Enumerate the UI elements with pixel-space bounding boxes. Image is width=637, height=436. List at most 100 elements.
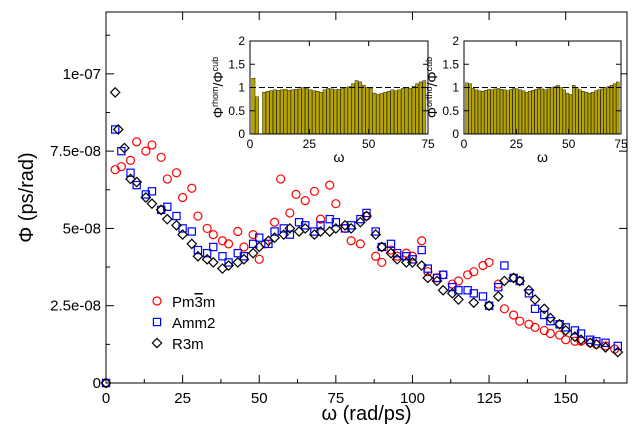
data-point	[285, 230, 295, 239]
data-point	[498, 275, 510, 287]
ratio-bar	[354, 80, 359, 135]
series-square	[101, 125, 623, 388]
data-point	[494, 282, 503, 292]
ratio-bar	[312, 90, 316, 135]
inset-x-tick-label: 0	[461, 137, 468, 151]
ratio-bar	[616, 81, 620, 135]
data-point	[316, 221, 325, 230]
y-tick-label: 0	[93, 375, 101, 392]
data-point	[612, 346, 624, 358]
ratio-bar	[383, 91, 387, 135]
inset-y-axis-label-part: /Φ	[210, 71, 226, 86]
data-point	[540, 310, 549, 320]
inset-x-tick-label: 75	[421, 137, 435, 151]
ratio-bar	[477, 90, 482, 135]
data-point	[392, 248, 402, 258]
ratio-bar	[490, 89, 494, 135]
ratio-bar	[415, 83, 420, 135]
data-point	[193, 211, 203, 221]
ratio-bar	[612, 83, 617, 135]
ratio-bar	[283, 89, 288, 135]
data-point	[171, 168, 182, 178]
data-point	[484, 301, 494, 310]
data-point	[356, 214, 365, 224]
data-point	[362, 208, 371, 218]
data-point	[131, 176, 143, 188]
data-point	[529, 294, 541, 305]
ratio-bar	[251, 77, 256, 135]
data-point	[590, 338, 602, 350]
data-point	[586, 335, 595, 344]
data-point	[515, 276, 524, 286]
inset-y-tick-label: 1.5	[442, 57, 459, 71]
ratio-bar	[559, 87, 563, 135]
data-point	[293, 226, 305, 237]
data-point	[355, 239, 365, 249]
ratio-bar	[578, 89, 582, 135]
inset-x-tick-label: 50	[362, 137, 376, 151]
data-point	[110, 125, 120, 134]
data-point	[109, 86, 121, 98]
data-point	[269, 232, 281, 244]
ratio-bar	[543, 89, 548, 135]
ratio-bar	[534, 89, 538, 135]
ratio-bar	[547, 88, 551, 135]
data-point	[291, 189, 301, 200]
data-point	[500, 261, 509, 270]
data-point	[301, 221, 310, 230]
ratio-bar	[344, 87, 348, 135]
data-point	[209, 242, 218, 252]
y-tick-label: 1e-07	[63, 66, 101, 83]
ratio-bar	[304, 88, 309, 135]
ratio-bar	[512, 88, 516, 135]
ratio-bar	[531, 90, 535, 135]
ratio-bar	[361, 84, 366, 135]
ratio-bar	[565, 92, 570, 135]
data-point	[162, 174, 172, 184]
ratio-bar	[265, 91, 270, 135]
ratio-bar	[276, 90, 281, 135]
data-point	[483, 300, 495, 312]
data-point	[330, 222, 342, 234]
inset-x-tick-label: 25	[303, 137, 317, 151]
data-point	[223, 239, 234, 249]
data-point	[446, 287, 458, 299]
data-point	[140, 192, 152, 203]
plot-frame	[105, 11, 628, 384]
data-point	[346, 221, 356, 230]
legend-marker	[152, 317, 162, 327]
data-point	[370, 229, 382, 241]
ratio-bar	[597, 89, 601, 135]
ratio-bar	[528, 91, 532, 135]
inset-y-axis-label-part: ortho	[424, 86, 434, 107]
ratio-bar	[280, 89, 284, 135]
ratio-bar	[272, 89, 277, 135]
data-point	[584, 337, 596, 349]
y-tick-label: 5e-08	[63, 220, 101, 237]
data-point	[201, 253, 213, 265]
ratio-bar	[322, 89, 327, 135]
legend-label-part: Pm	[172, 294, 195, 311]
data-point	[544, 312, 556, 324]
ratio-bar	[365, 87, 370, 135]
data-point	[126, 168, 135, 177]
inset-y-axis-label: Φortho/Φcub	[424, 57, 440, 118]
data-point	[515, 316, 525, 326]
inset-ortho-ratio: 0 25 50 75 0 0.5 1 1.5 2 ω Φortho/Φcub	[424, 34, 628, 165]
inset-x-tick-label: 75	[614, 137, 628, 151]
ratio-bar	[606, 86, 610, 135]
data-point	[202, 248, 212, 258]
ratio-bar	[390, 89, 395, 135]
data-point	[407, 256, 418, 268]
data-point	[276, 174, 286, 184]
data-point	[492, 290, 504, 302]
data-point	[239, 242, 249, 252]
data-point	[514, 275, 526, 287]
data-point	[377, 257, 387, 268]
data-point	[569, 331, 581, 343]
ratio-bar	[587, 92, 592, 135]
data-point	[186, 238, 198, 250]
data-point	[346, 236, 356, 246]
inset-y-axis-label-part: cub	[424, 57, 434, 72]
data-point	[285, 208, 295, 218]
